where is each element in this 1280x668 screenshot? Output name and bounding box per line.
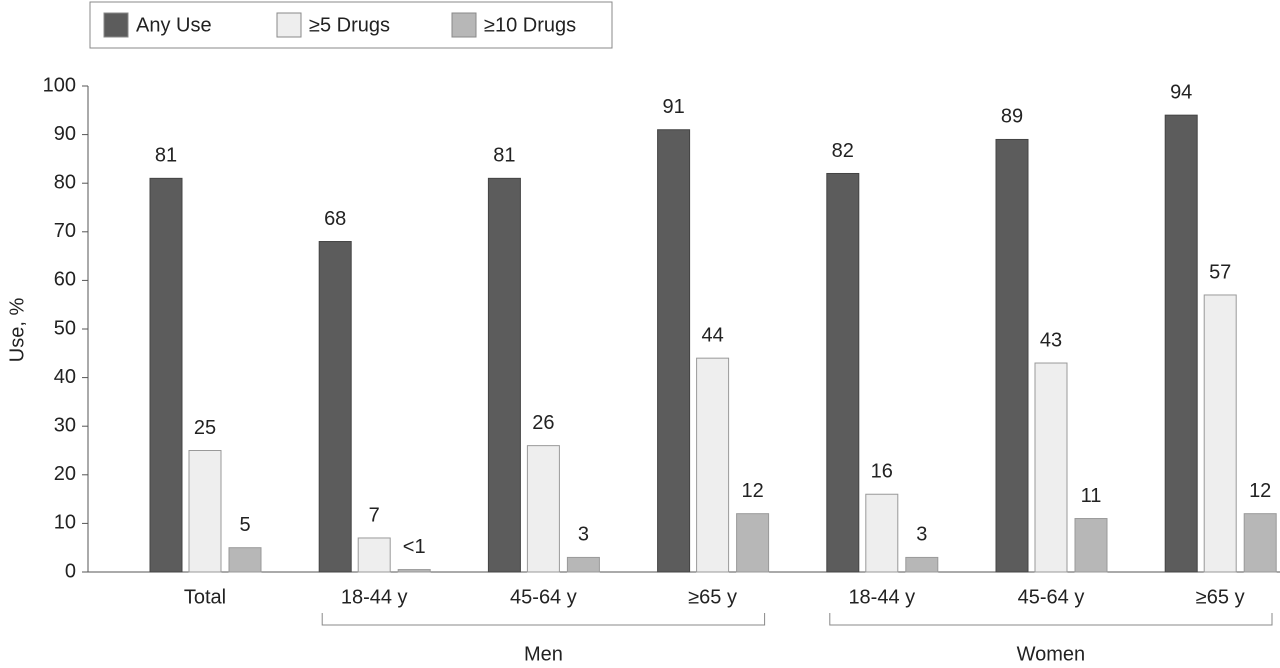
x-tick-label: ≥65 y <box>1196 586 1245 608</box>
y-tick-label: 100 <box>43 74 76 96</box>
value-label: 57 <box>1209 261 1231 283</box>
y-tick-label: 80 <box>54 171 76 193</box>
x-tick-label: 45-64 y <box>1018 586 1085 608</box>
bar <box>397 569 431 573</box>
x-tick-label: 45-64 y <box>510 586 577 608</box>
value-label: 68 <box>324 208 346 230</box>
value-label: <1 <box>403 536 426 558</box>
value-label: 5 <box>239 514 250 536</box>
value-label: 26 <box>532 412 554 434</box>
value-label: 3 <box>578 524 589 546</box>
legend-label: ≥5 Drugs <box>309 14 390 36</box>
bar <box>1034 362 1068 573</box>
y-axis-label: Use, % <box>6 298 28 363</box>
bar <box>696 357 730 573</box>
value-label: 94 <box>1170 81 1192 103</box>
bar <box>1074 518 1108 573</box>
y-tick-label: 90 <box>54 123 76 145</box>
value-label: 89 <box>1001 106 1023 128</box>
value-label: 82 <box>832 140 854 162</box>
value-label: 25 <box>194 417 216 439</box>
x-tick-label: Total <box>184 586 226 608</box>
y-tick-label: 0 <box>65 560 76 582</box>
value-label: 43 <box>1040 329 1062 351</box>
bar <box>228 547 262 573</box>
bar <box>1203 294 1237 573</box>
bar <box>736 513 770 573</box>
bar <box>566 556 600 573</box>
y-tick-label: 30 <box>54 414 76 436</box>
y-tick-label: 40 <box>54 366 76 388</box>
group-bracket <box>321 613 766 626</box>
bar <box>1243 513 1277 573</box>
value-label: 44 <box>701 324 723 346</box>
value-label: 3 <box>916 524 927 546</box>
group-label: Women <box>1017 643 1086 665</box>
value-label: 11 <box>1081 485 1102 507</box>
legend-swatch <box>451 12 477 38</box>
x-tick-label: 18-44 y <box>341 586 408 608</box>
bar <box>657 129 691 573</box>
legend-label: ≥10 Drugs <box>484 14 576 36</box>
y-tick-label: 20 <box>54 463 76 485</box>
bar <box>865 493 899 573</box>
legend-swatch <box>103 12 129 38</box>
y-tick-label: 10 <box>54 512 76 534</box>
x-tick-label: 18-44 y <box>848 586 915 608</box>
bar <box>1164 114 1198 573</box>
x-tick-label: ≥65 y <box>688 586 737 608</box>
value-label: 16 <box>871 461 893 483</box>
bar <box>318 241 352 573</box>
bar <box>487 177 521 573</box>
y-tick-label: 70 <box>54 220 76 242</box>
y-tick-label: 60 <box>54 269 76 291</box>
bar <box>526 445 560 573</box>
value-label: 81 <box>155 145 177 167</box>
legend-swatch <box>276 12 302 38</box>
bar <box>188 450 222 573</box>
bar <box>149 177 183 573</box>
group-label: Men <box>524 643 563 665</box>
value-label: 12 <box>741 480 763 502</box>
bar <box>905 556 939 573</box>
value-label: 7 <box>369 504 380 526</box>
value-label: 91 <box>662 96 684 118</box>
bar <box>357 537 391 573</box>
value-label: 12 <box>1249 480 1271 502</box>
legend-label: Any Use <box>136 14 212 36</box>
bar <box>826 172 860 573</box>
legend-box <box>89 1 613 49</box>
value-label: 81 <box>493 145 515 167</box>
y-tick-label: 50 <box>54 317 76 339</box>
group-bracket <box>829 613 1273 626</box>
bar <box>995 138 1029 573</box>
